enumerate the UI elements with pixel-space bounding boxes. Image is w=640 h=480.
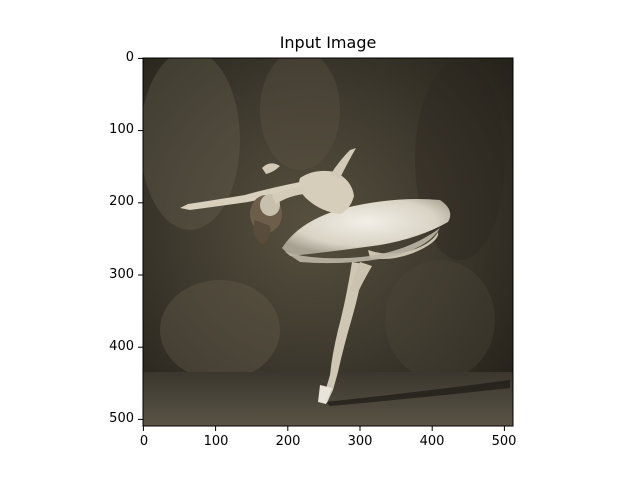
xtick-label-500: 500 (491, 434, 517, 449)
ytick-label-200: 200 (109, 194, 134, 209)
backdrop-texture (143, 58, 505, 380)
ytick-label-100: 100 (109, 122, 134, 137)
axes-frame (142, 57, 514, 427)
xtick-label-300: 300 (347, 434, 373, 449)
xtick-label-400: 400 (419, 434, 445, 449)
axes-title: Input Image (279, 33, 377, 52)
dancer-shadow (325, 380, 510, 406)
photo-image (143, 58, 513, 426)
xtick-label-0: 0 (139, 434, 149, 449)
ytick-label-0: 0 (125, 50, 134, 65)
xtick-label-100: 100 (203, 434, 229, 449)
ytick-label-500: 500 (109, 411, 134, 426)
x-axis-ticks (142, 426, 505, 431)
ytick-label-300: 300 (109, 267, 134, 282)
xtick-label-200: 200 (275, 434, 301, 449)
y-axis-ticks (138, 57, 143, 420)
dancer-figure (180, 148, 451, 404)
ytick-label-400: 400 (109, 339, 134, 354)
